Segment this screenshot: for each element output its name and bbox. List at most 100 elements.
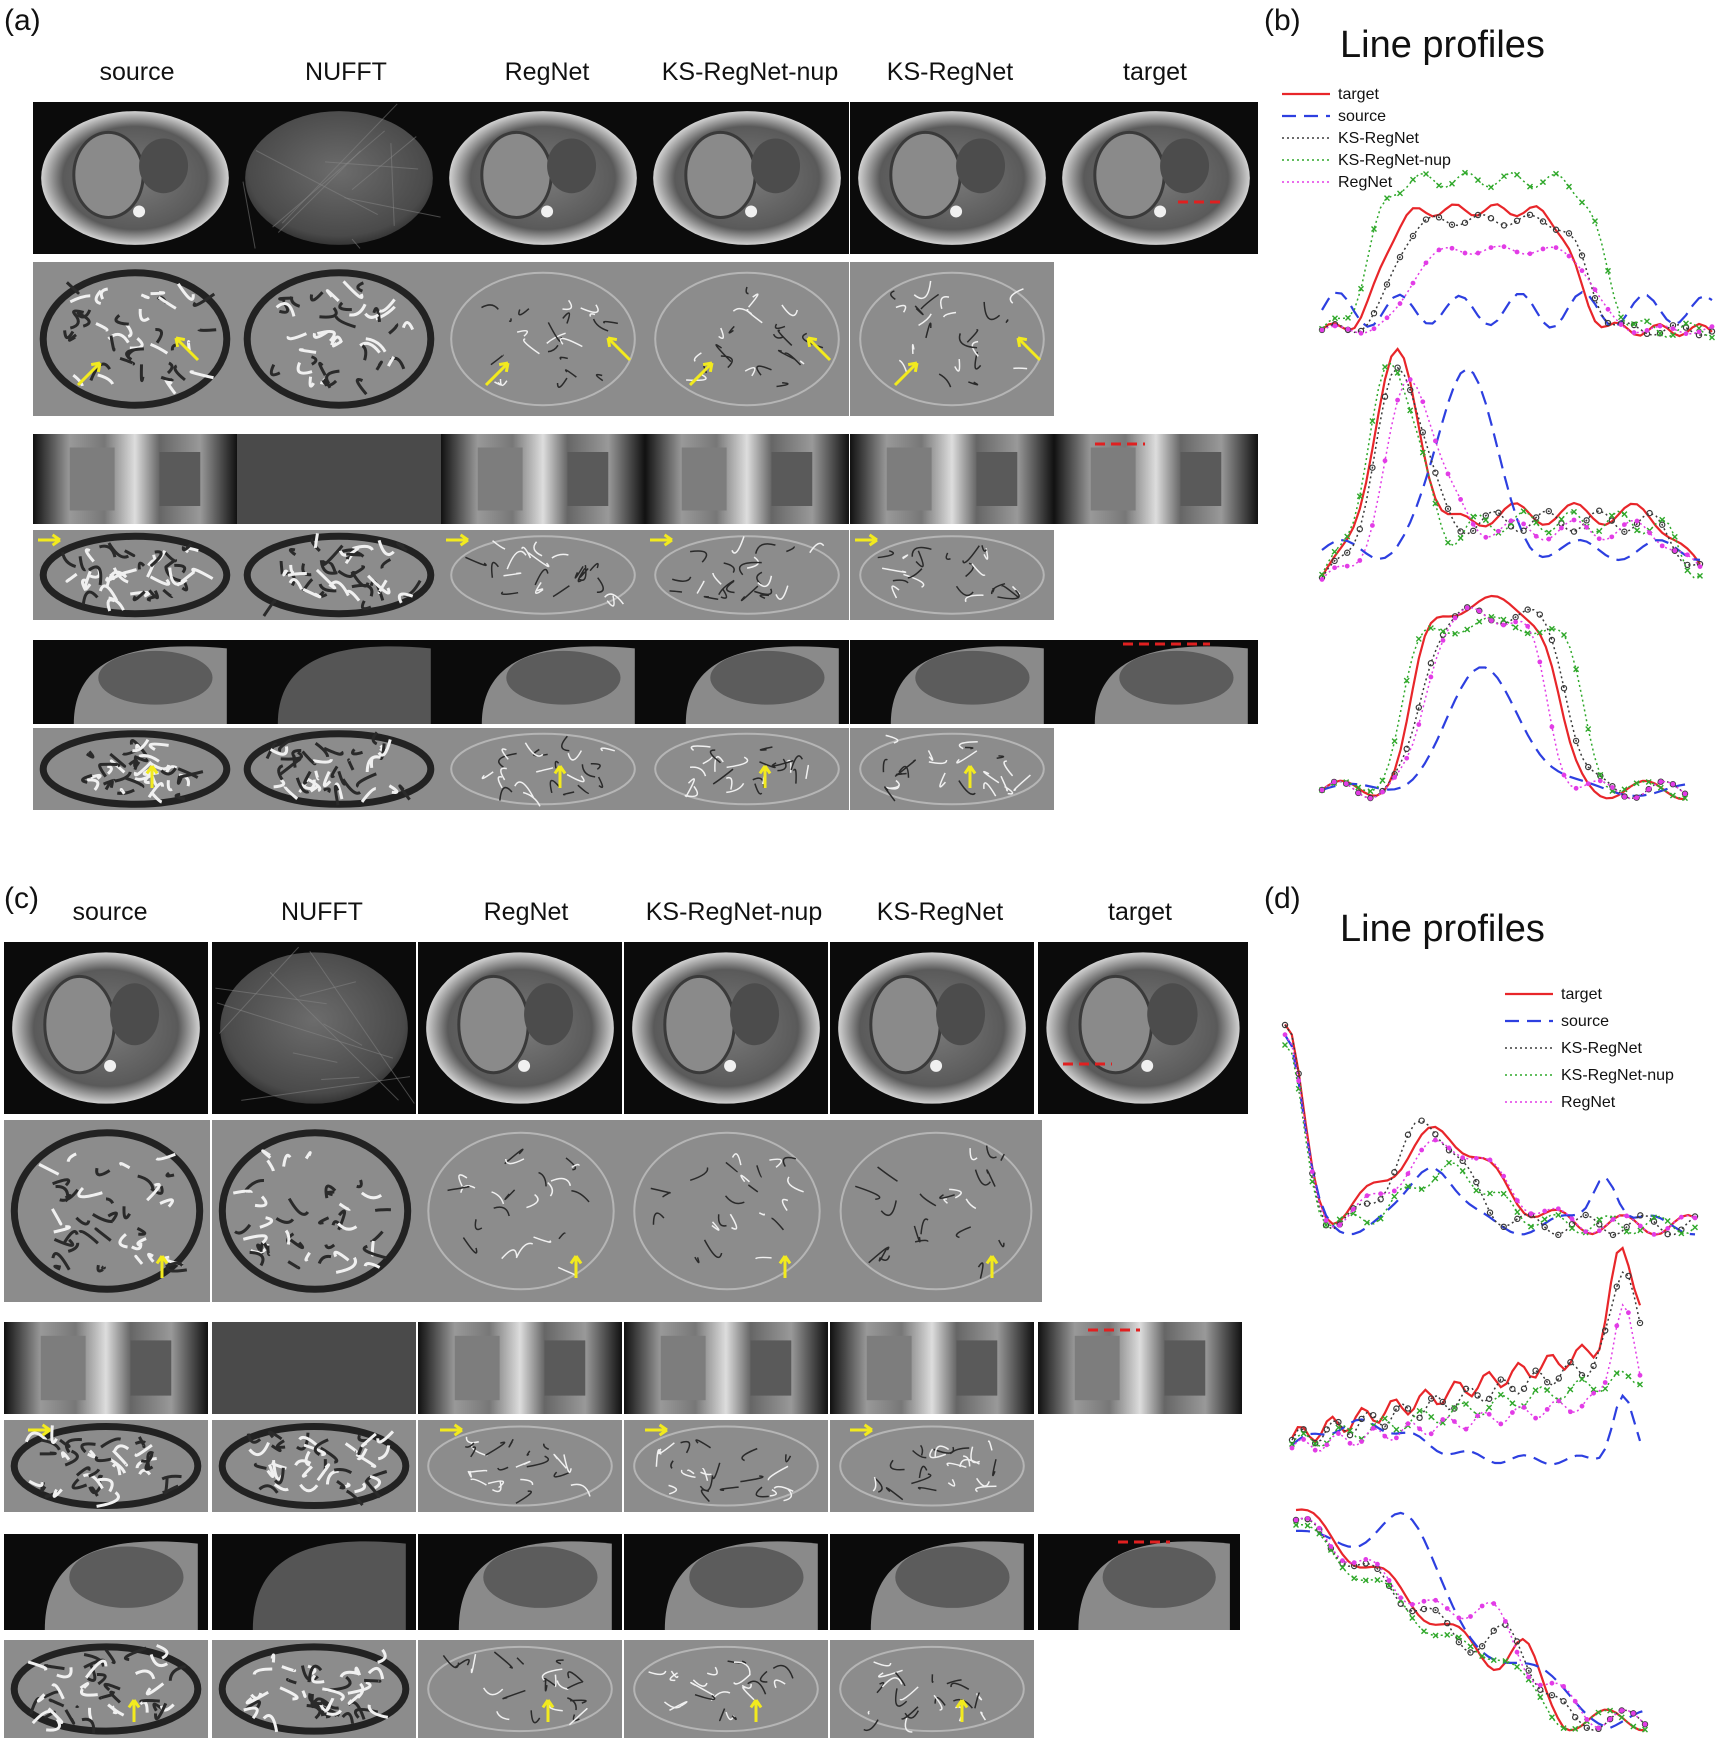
coronal-mri-tile [1054,434,1258,524]
profile-d2-regnet [1289,1303,1643,1453]
col-title-regnet-a: RegNet [504,58,590,86]
difference-map-tile [624,1640,828,1738]
col-title-target-c: target [1108,898,1172,926]
coronal-mri-tile [212,1322,416,1414]
profile-d3-target [1295,1508,1646,1732]
profile-d3-ksregnet [1292,1515,1649,1733]
legend-label: KS-RegNet [1561,1040,1642,1057]
coronal-mri-tile [237,434,441,524]
sagittal-mri-tile [624,1534,828,1630]
difference-map-tile [418,1420,622,1512]
axial-mri-tile [4,942,208,1114]
col-title-ks-a: KS-RegNet [886,58,1014,86]
difference-map-tile [212,1640,416,1738]
difference-map-tile [441,530,645,620]
difference-map-tile [645,262,849,416]
profile-d3-ksregnet-nup [1293,1522,1648,1733]
profile-b3-ksregnet-nup [1319,613,1688,802]
col-title-nufft-a: NUFFT [305,58,387,86]
yellow-arrow-icon [145,765,159,788]
panel-label-c: (c) [4,882,39,915]
difference-map-tile [830,1640,1034,1738]
sagittal-mri-tile [1054,640,1258,724]
legend-label: KS-RegNet-nup [1338,152,1451,169]
difference-map-tile [33,728,237,810]
profile-b1-ksregnet-nup [1319,169,1715,341]
panel-label-d: (d) [1264,882,1301,915]
difference-map-tile [850,728,1054,810]
difference-map-tile [4,1120,210,1302]
col-title-regnet-c: RegNet [483,898,569,926]
coronal-mri-tile [441,434,645,524]
yellow-arrow-icon [1016,336,1042,362]
yellow-arrow-icon [606,336,632,362]
difference-map-tile [4,1420,208,1512]
col-title-target-a: target [1123,58,1187,86]
difference-map-tile [4,1640,208,1738]
legend-b: target source KS-RegNet KS-RegNet-nup RegNet [1282,86,1451,191]
profile-b3-regnet [1319,605,1688,801]
coronal-mri-tile [645,434,849,524]
profile-b2-target [1321,347,1701,577]
profile-d3-regnet [1293,1516,1648,1731]
profile-b3-ksregnet [1318,604,1689,802]
axial-mri-tile [1038,942,1248,1114]
axial-mri-tile [830,942,1034,1114]
yellow-arrow-icon [645,1423,668,1437]
difference-map-tile [645,530,849,620]
col-title-ksnup-a: KS-RegNet-nup [661,58,839,86]
difference-map-tile [237,262,441,416]
yellow-arrow-icon [985,1255,999,1278]
yellow-arrow-icon [446,533,469,547]
sagittal-mri-tile [4,1534,208,1630]
coronal-mri-tile [33,434,237,524]
legend-label: target [1561,986,1602,1003]
profile-b1-source [1321,290,1713,329]
difference-map-tile [830,1420,1034,1512]
axial-mri-tile [850,102,1054,254]
sagittal-mri-tile [830,1534,1034,1630]
yellow-arrow-icon [155,1255,169,1278]
coronal-mri-tile [4,1322,208,1414]
yellow-arrow-icon [806,336,832,362]
profile-b2-ksregnet [1318,364,1704,581]
axial-mri-tile [418,942,622,1114]
sagittal-mri-tile [1038,1534,1240,1630]
difference-map-tile [850,530,1054,620]
legend-d: target source KS-RegNet KS-RegNet-nup RegNet [1505,986,1674,1111]
yellow-arrow-icon [749,1699,763,1722]
yellow-arrow-icon [778,1255,792,1278]
profile-b1-ksregnet [1318,211,1716,339]
profile-b2-regnet [1319,377,1703,582]
profile-d2-source [1291,1393,1642,1466]
coronal-mri-tile [624,1322,828,1414]
axial-mri-tile [441,102,645,254]
sagittal-mri-tile [850,640,1054,724]
panel-label-a: (a) [4,4,41,37]
profile-b2-source [1321,367,1701,562]
yellow-arrow-icon [955,1699,969,1722]
axial-mri-tile [624,942,828,1114]
yellow-arrow-icon [855,533,878,547]
difference-map-tile [645,728,849,810]
yellow-arrow-icon [38,533,61,547]
legend-label: RegNet [1561,1094,1616,1111]
profile-d1-ksregnet [1281,1021,1699,1239]
sagittal-mri-tile [33,640,237,724]
yellow-arrow-icon [28,1423,51,1437]
yellow-arrow-icon [76,361,102,387]
difference-map-tile [418,1120,624,1302]
difference-map-tile [237,530,441,620]
yellow-arrow-icon [963,765,977,788]
sagittal-mri-tile [418,1534,622,1630]
yellow-arrow-icon [758,765,772,788]
profile-d2-target [1291,1246,1642,1443]
legend-label: source [1338,108,1386,125]
profile-b3-source [1321,666,1686,798]
axial-mri-tile [237,102,441,254]
profile-d2-ksregnet [1288,1271,1644,1447]
yellow-arrow-icon [553,765,567,788]
yellow-arrow-icon [569,1255,583,1278]
axial-mri-tile [212,942,416,1114]
